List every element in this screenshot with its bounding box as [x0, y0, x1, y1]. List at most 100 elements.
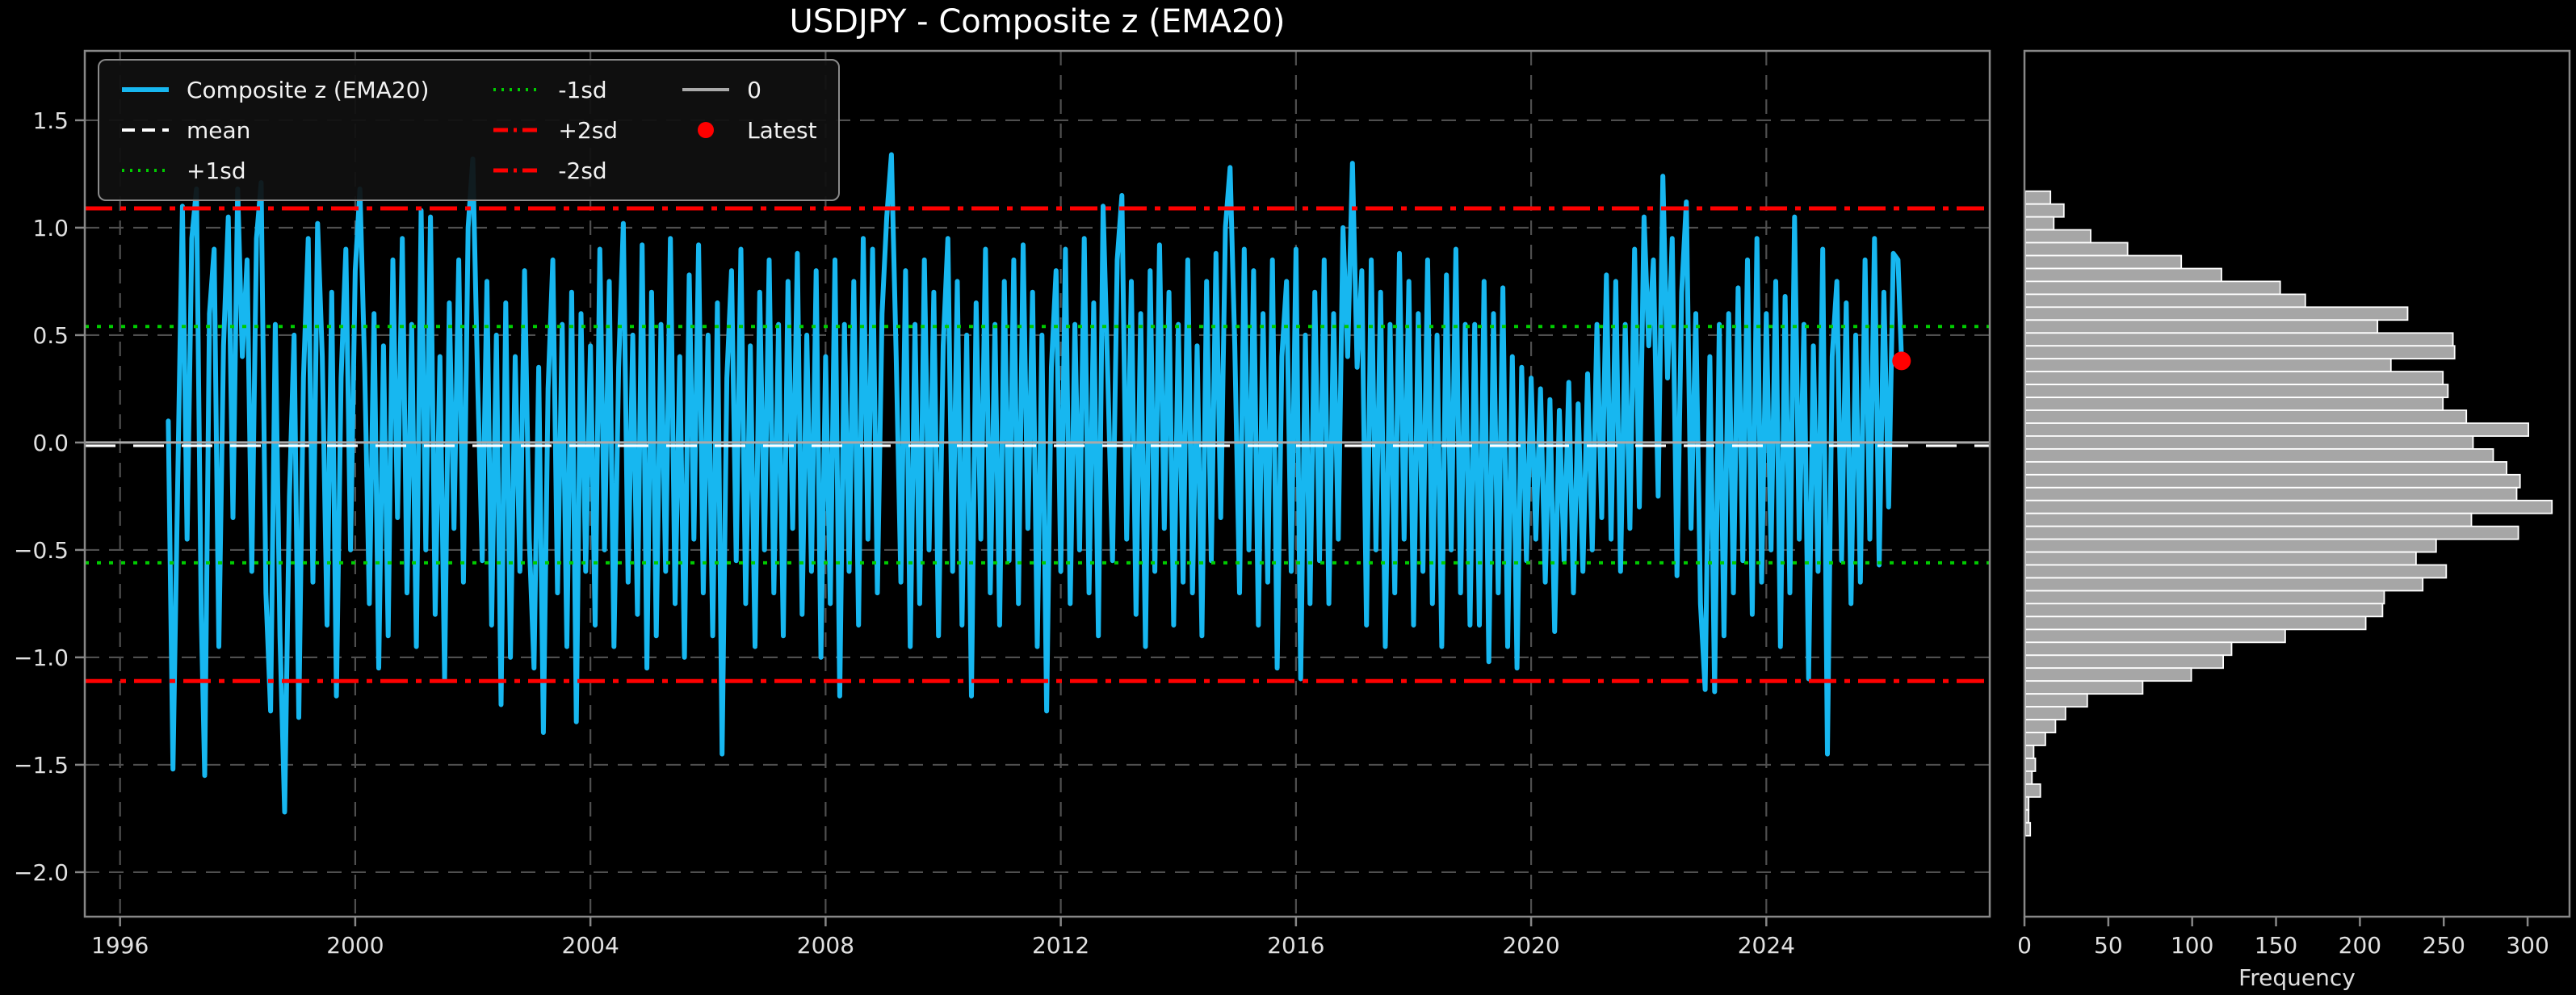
hist-bar [2024, 525, 2519, 540]
hist-bar [2024, 577, 2424, 592]
hist-bar [2024, 435, 2474, 450]
hist-bar [2024, 783, 2041, 798]
hist-bar [2024, 808, 2030, 824]
legend-item-1sd: -1sd [492, 70, 618, 109]
tick-label-y: −0.5 [14, 537, 69, 564]
hist-bar [2024, 770, 2033, 785]
hist-bar [2024, 745, 2035, 759]
tick-label-hist-x: 250 [2423, 932, 2465, 959]
legend-line-swatch [493, 88, 541, 91]
hist-bar [2024, 293, 2306, 309]
hist-bar [2024, 641, 2233, 657]
hist-bar [2024, 280, 2281, 296]
hist-bar [2024, 203, 2065, 218]
legend-item-mean: mean [120, 111, 429, 149]
legend-line-swatch [122, 87, 169, 92]
tick-label-y: −2.0 [14, 859, 69, 886]
legend-item-2sd: +2sd [492, 111, 618, 149]
chart-title: USDJPY - Composite z (EMA20) [789, 3, 1286, 40]
legend-label: 0 [747, 76, 761, 103]
hist-bar [2024, 216, 2055, 231]
hist-bar [2024, 319, 2379, 334]
hist-xlabel: Frequency [2238, 964, 2356, 991]
legend-line-swatch [493, 168, 541, 173]
hist-bar [2024, 732, 2046, 746]
legend-item-2sd: -2sd [492, 151, 618, 190]
tick-label-y: 0.0 [32, 430, 69, 456]
tick-label-x: 2024 [1738, 932, 1795, 959]
legend-line-swatch [682, 88, 730, 91]
composite-z-line [166, 152, 1904, 815]
hist-bar [2024, 409, 2468, 424]
tick-label-hist-x: 200 [2339, 932, 2381, 959]
hist-bar [2024, 615, 2367, 631]
hist-axes-border [2023, 49, 2571, 918]
legend-label: -2sd [558, 157, 607, 184]
latest-marker [1892, 351, 1911, 371]
legend-label: -1sd [558, 76, 607, 103]
latest-dot-icon [698, 122, 715, 138]
main-axes-border [83, 49, 1991, 918]
hist-bar [2024, 254, 2183, 270]
hist-bar [2024, 758, 2037, 772]
tick-label-x: 2004 [562, 932, 619, 959]
hist-bar [2024, 628, 2286, 644]
hist-bar [2024, 397, 2444, 411]
hist-bar [2024, 719, 2057, 733]
hist-bar [2024, 345, 2456, 360]
hist-bar [2024, 448, 2494, 463]
hist-bar [2024, 229, 2091, 244]
hist-bar [2024, 821, 2032, 837]
legend-item-composite-z-ema20: Composite z (EMA20) [120, 70, 429, 109]
legend-item-0: 0 [681, 70, 817, 109]
hist-bar [2024, 384, 2449, 398]
legend-label: Composite z (EMA20) [187, 76, 430, 103]
tick-label-hist-x: 50 [2094, 932, 2123, 959]
hist-bar [2024, 680, 2144, 695]
legend-label: +1sd [187, 157, 246, 184]
legend-label: Latest [747, 116, 817, 144]
tick-label-x: 2008 [797, 932, 854, 959]
hist-bar [2024, 693, 2088, 708]
legend-label: mean [187, 116, 251, 144]
tick-label-y: 1.5 [32, 107, 69, 134]
hist-bar [2024, 499, 2553, 514]
hist-bar [2024, 461, 2507, 476]
hist-bar [2024, 538, 2437, 553]
hist-bar [2024, 551, 2417, 566]
legend: Composite z (EMA20) mean +1sd -1sd +2sd -2sd 0… [98, 59, 840, 201]
tick-label-hist-x: 0 [2017, 932, 2032, 959]
hist-bar [2024, 512, 2473, 527]
legend-line-swatch [493, 128, 541, 132]
hist-bar [2024, 267, 2222, 283]
hist-bar [2024, 667, 2192, 682]
legend-label: +2sd [558, 116, 619, 144]
histogram-bars [2024, 190, 2553, 837]
tick-label-x: 1996 [91, 932, 149, 959]
hist-bar [2024, 796, 2030, 811]
legend-item-latest: Latest [681, 111, 817, 149]
hist-bar [2024, 590, 2385, 605]
tick-label-y: −1.5 [14, 752, 69, 779]
tick-label-x: 2000 [326, 932, 384, 959]
hist-bar [2024, 564, 2448, 579]
hist-bar [2024, 371, 2444, 385]
tick-label-x: 2016 [1267, 932, 1324, 959]
tick-label-x: 2020 [1502, 932, 1559, 959]
legend-marker-swatch [698, 122, 715, 138]
hist-bar [2024, 190, 2052, 205]
hist-bar [2024, 241, 2129, 257]
legend-line-swatch [122, 169, 169, 172]
hist-bar [2024, 654, 2225, 670]
hist-bar [2024, 602, 2384, 618]
tick-label-hist-x: 300 [2506, 932, 2549, 959]
hist-bar [2024, 422, 2529, 437]
hist-bar [2024, 473, 2521, 489]
tick-label-y: −1.0 [14, 644, 69, 671]
tick-label-hist-x: 100 [2171, 932, 2213, 959]
hist-bar [2024, 486, 2518, 502]
tick-label-y: 0.5 [32, 322, 69, 349]
hist-bar [2024, 706, 2066, 720]
